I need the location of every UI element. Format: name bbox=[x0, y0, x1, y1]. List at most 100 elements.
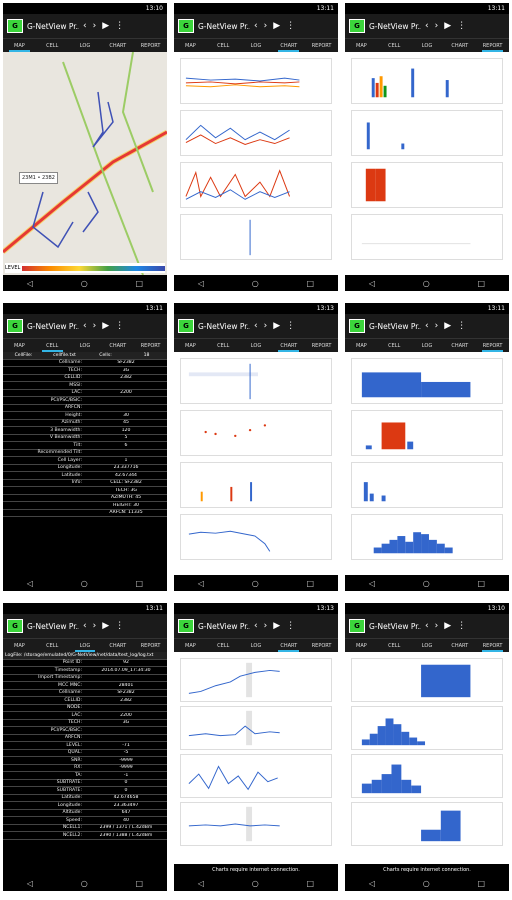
tab-map[interactable]: MAP bbox=[185, 42, 196, 49]
menu-icon[interactable]: ⋮ bbox=[286, 621, 296, 631]
next-icon[interactable]: › bbox=[92, 621, 97, 631]
tab-map[interactable]: MAP bbox=[356, 642, 367, 649]
recents-icon[interactable]: □ bbox=[477, 878, 486, 888]
play-icon[interactable]: ▶ bbox=[102, 21, 110, 31]
play-icon[interactable]: ▶ bbox=[273, 621, 281, 631]
next-icon[interactable]: › bbox=[263, 21, 268, 31]
tab-report[interactable]: REPORT bbox=[476, 639, 509, 652]
tab-map[interactable]: MAP bbox=[14, 642, 25, 649]
prev-icon[interactable]: ‹ bbox=[83, 21, 87, 31]
tab-log[interactable]: LOG bbox=[250, 342, 262, 349]
home-icon[interactable]: ○ bbox=[251, 878, 259, 888]
tab-report[interactable]: REPORT bbox=[476, 339, 509, 352]
tab-cell[interactable]: CELL bbox=[46, 42, 59, 49]
tab-map[interactable]: MAP bbox=[356, 342, 367, 349]
back-icon[interactable]: ◁ bbox=[368, 278, 376, 288]
prev-icon[interactable]: ‹ bbox=[425, 321, 429, 331]
map-view[interactable]: 23M1 • 23B2 LEVEL bbox=[3, 52, 167, 275]
recents-icon[interactable]: □ bbox=[477, 578, 486, 588]
back-icon[interactable]: ◁ bbox=[197, 878, 205, 888]
recents-icon[interactable]: □ bbox=[306, 278, 315, 288]
menu-icon[interactable]: ⋮ bbox=[457, 21, 467, 31]
recents-icon[interactable]: □ bbox=[306, 878, 315, 888]
tab-report[interactable]: REPORT bbox=[140, 42, 161, 49]
tab-log[interactable]: LOG bbox=[250, 642, 262, 649]
tab-chart[interactable]: CHART bbox=[109, 42, 127, 49]
next-icon[interactable]: › bbox=[263, 321, 268, 331]
tab-cell[interactable]: CELL bbox=[217, 342, 230, 349]
report-list[interactable] bbox=[345, 52, 509, 275]
chart-list[interactable] bbox=[174, 52, 338, 275]
menu-icon[interactable]: ⋮ bbox=[286, 321, 296, 331]
tab-report[interactable]: REPORT bbox=[311, 42, 332, 49]
tab-cell[interactable]: CELL bbox=[46, 642, 59, 649]
recents-icon[interactable]: □ bbox=[306, 578, 315, 588]
tab-log[interactable]: LOG bbox=[421, 42, 433, 49]
recents-icon[interactable]: □ bbox=[135, 578, 144, 588]
tab-cell[interactable]: CELL bbox=[388, 42, 401, 49]
tab-chart[interactable]: CHART bbox=[451, 642, 469, 649]
prev-icon[interactable]: ‹ bbox=[254, 21, 258, 31]
home-icon[interactable]: ○ bbox=[80, 278, 88, 288]
back-icon[interactable]: ◁ bbox=[197, 578, 205, 588]
next-icon[interactable]: › bbox=[92, 21, 97, 31]
back-icon[interactable]: ◁ bbox=[368, 578, 376, 588]
tab-cell[interactable]: CELL bbox=[36, 339, 69, 352]
next-icon[interactable]: › bbox=[263, 621, 268, 631]
tab-log[interactable]: LOG bbox=[250, 42, 262, 49]
tab-chart[interactable]: CHART bbox=[109, 342, 127, 349]
tab-log[interactable]: LOG bbox=[421, 642, 433, 649]
tab-map[interactable]: MAP bbox=[185, 342, 196, 349]
menu-icon[interactable]: ⋮ bbox=[286, 21, 296, 31]
tab-map[interactable]: MAP bbox=[185, 642, 196, 649]
recents-icon[interactable]: □ bbox=[477, 278, 486, 288]
next-icon[interactable]: › bbox=[92, 321, 97, 331]
menu-icon[interactable]: ⋮ bbox=[457, 621, 467, 631]
home-icon[interactable]: ○ bbox=[422, 278, 430, 288]
menu-icon[interactable]: ⋮ bbox=[115, 621, 125, 631]
tab-cell[interactable]: CELL bbox=[388, 642, 401, 649]
tab-chart[interactable]: CHART bbox=[451, 42, 469, 49]
home-icon[interactable]: ○ bbox=[251, 578, 259, 588]
play-icon[interactable]: ▶ bbox=[273, 321, 281, 331]
next-icon[interactable]: › bbox=[434, 21, 439, 31]
tab-log[interactable]: LOG bbox=[79, 342, 91, 349]
home-icon[interactable]: ○ bbox=[422, 878, 430, 888]
tab-chart[interactable]: CHART bbox=[451, 342, 469, 349]
prev-icon[interactable]: ‹ bbox=[254, 321, 258, 331]
tab-cell[interactable]: CELL bbox=[388, 342, 401, 349]
back-icon[interactable]: ◁ bbox=[26, 278, 34, 288]
tab-log[interactable]: LOG bbox=[79, 42, 91, 49]
menu-icon[interactable]: ⋮ bbox=[115, 321, 125, 331]
tab-map[interactable]: MAP bbox=[14, 342, 25, 349]
play-icon[interactable]: ▶ bbox=[102, 621, 110, 631]
report-list[interactable] bbox=[345, 352, 509, 575]
tab-report[interactable]: REPORT bbox=[311, 642, 332, 649]
back-icon[interactable]: ◁ bbox=[368, 878, 376, 888]
next-icon[interactable]: › bbox=[434, 321, 439, 331]
tab-chart[interactable]: CHART bbox=[109, 642, 127, 649]
tab-chart[interactable]: CHART bbox=[272, 39, 305, 52]
tab-cell[interactable]: CELL bbox=[217, 642, 230, 649]
prev-icon[interactable]: ‹ bbox=[83, 621, 87, 631]
prev-icon[interactable]: ‹ bbox=[425, 621, 429, 631]
prev-icon[interactable]: ‹ bbox=[83, 321, 87, 331]
home-icon[interactable]: ○ bbox=[251, 278, 259, 288]
play-icon[interactable]: ▶ bbox=[102, 321, 110, 331]
next-icon[interactable]: › bbox=[434, 621, 439, 631]
report-list[interactable] bbox=[345, 652, 509, 875]
menu-icon[interactable]: ⋮ bbox=[115, 21, 125, 31]
tab-report[interactable]: REPORT bbox=[311, 342, 332, 349]
back-icon[interactable]: ◁ bbox=[197, 278, 205, 288]
tab-map[interactable]: MAP bbox=[3, 39, 36, 52]
play-icon[interactable]: ▶ bbox=[273, 21, 281, 31]
home-icon[interactable]: ○ bbox=[80, 578, 88, 588]
home-icon[interactable]: ○ bbox=[422, 578, 430, 588]
tab-chart[interactable]: CHART bbox=[272, 639, 305, 652]
chart-list[interactable] bbox=[174, 352, 338, 575]
recents-icon[interactable]: □ bbox=[135, 878, 144, 888]
tab-report[interactable]: REPORT bbox=[140, 342, 161, 349]
back-icon[interactable]: ◁ bbox=[26, 878, 34, 888]
play-icon[interactable]: ▶ bbox=[444, 21, 452, 31]
home-icon[interactable]: ○ bbox=[80, 878, 88, 888]
